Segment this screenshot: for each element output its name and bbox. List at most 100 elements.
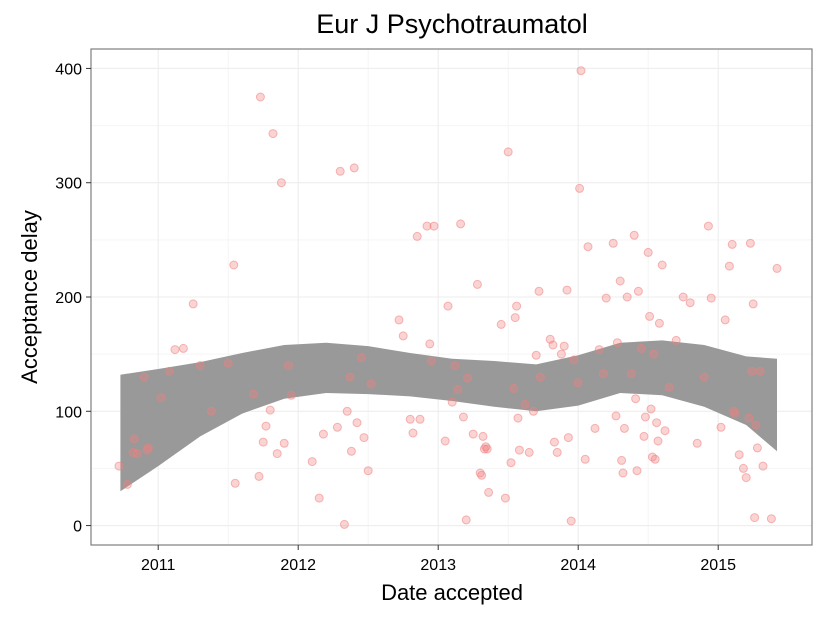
data-point: [307, 457, 317, 467]
data-point: [129, 434, 139, 444]
data-point: [440, 436, 450, 446]
data-point: [640, 412, 650, 422]
data-point: [463, 373, 473, 383]
data-point: [752, 443, 762, 453]
data-point: [619, 423, 629, 433]
data-point: [636, 343, 646, 353]
data-point: [615, 276, 625, 286]
y-tick-label: 100: [55, 404, 82, 421]
data-point: [652, 418, 662, 428]
data-point: [509, 383, 519, 393]
x-tick-label: 2014: [560, 557, 596, 574]
x-tick-label: 2013: [420, 557, 456, 574]
data-point: [755, 366, 765, 376]
data-point: [229, 260, 239, 270]
data-point: [622, 292, 632, 302]
x-axis: 2011 2012 2013 2014 2015: [141, 545, 736, 574]
data-point: [520, 399, 530, 409]
data-point: [653, 436, 663, 446]
data-point: [188, 299, 198, 309]
data-point: [583, 242, 593, 252]
y-axis: 0 100 200 300 400: [55, 61, 91, 536]
data-point: [345, 372, 355, 382]
data-point: [524, 447, 534, 457]
data-point: [254, 471, 264, 481]
y-axis-title: Acceptance delay: [17, 210, 42, 384]
data-point: [580, 454, 590, 464]
data-point: [415, 414, 425, 424]
data-point: [510, 313, 520, 323]
data-point: [724, 261, 734, 271]
data-point: [678, 292, 688, 302]
y-tick-label: 200: [55, 290, 82, 307]
data-point: [751, 420, 761, 430]
data-point: [611, 411, 621, 421]
data-point: [556, 349, 566, 359]
data-point: [633, 286, 643, 296]
data-point: [664, 382, 674, 392]
data-point: [645, 311, 655, 321]
data-point: [405, 414, 415, 424]
data-point: [720, 315, 730, 325]
data-point: [772, 263, 782, 273]
data-point: [318, 429, 328, 439]
data-point: [528, 406, 538, 416]
data-points: [114, 66, 782, 529]
data-point: [506, 458, 516, 468]
data-point: [496, 319, 506, 329]
y-tick-label: 300: [55, 176, 82, 193]
data-point: [178, 343, 188, 353]
data-point: [268, 129, 278, 139]
data-point: [139, 372, 149, 382]
data-point: [734, 450, 744, 460]
data-point: [500, 493, 510, 503]
data-point: [643, 247, 653, 257]
data-point: [456, 219, 466, 229]
data-point: [206, 406, 216, 416]
data-point: [443, 301, 453, 311]
data-point: [618, 468, 628, 478]
data-point: [576, 66, 586, 76]
data-point: [426, 356, 436, 366]
data-point: [750, 513, 760, 523]
data-point: [747, 366, 757, 376]
y-tick-label: 0: [73, 519, 82, 536]
data-point: [608, 238, 618, 248]
data-point: [552, 447, 562, 457]
data-point: [632, 466, 642, 476]
data-point: [342, 406, 352, 416]
data-point: [631, 394, 641, 404]
data-point: [575, 183, 585, 193]
data-point: [535, 372, 545, 382]
data-point: [514, 445, 524, 455]
data-point: [748, 299, 758, 309]
data-point: [472, 279, 482, 289]
data-point: [559, 341, 569, 351]
data-point: [590, 423, 600, 433]
data-point: [477, 470, 487, 480]
data-point: [453, 385, 463, 395]
data-point: [699, 372, 709, 382]
confidence-band: [120, 340, 777, 492]
data-point: [513, 413, 523, 423]
data-point: [258, 437, 268, 447]
data-point: [398, 331, 408, 341]
data-point: [598, 369, 608, 379]
data-point: [512, 301, 522, 311]
data-point: [741, 473, 751, 483]
data-point: [248, 389, 258, 399]
data-point: [279, 438, 289, 448]
data-point: [461, 515, 471, 525]
data-point: [484, 487, 494, 497]
data-point: [563, 433, 573, 443]
x-axis-title: Date accepted: [381, 580, 523, 605]
data-point: [569, 355, 579, 365]
data-point: [566, 516, 576, 526]
data-point: [685, 298, 695, 308]
data-point: [601, 293, 611, 303]
data-point: [745, 238, 755, 248]
data-point: [265, 405, 275, 415]
data-point: [422, 221, 432, 231]
data-point: [346, 446, 356, 456]
